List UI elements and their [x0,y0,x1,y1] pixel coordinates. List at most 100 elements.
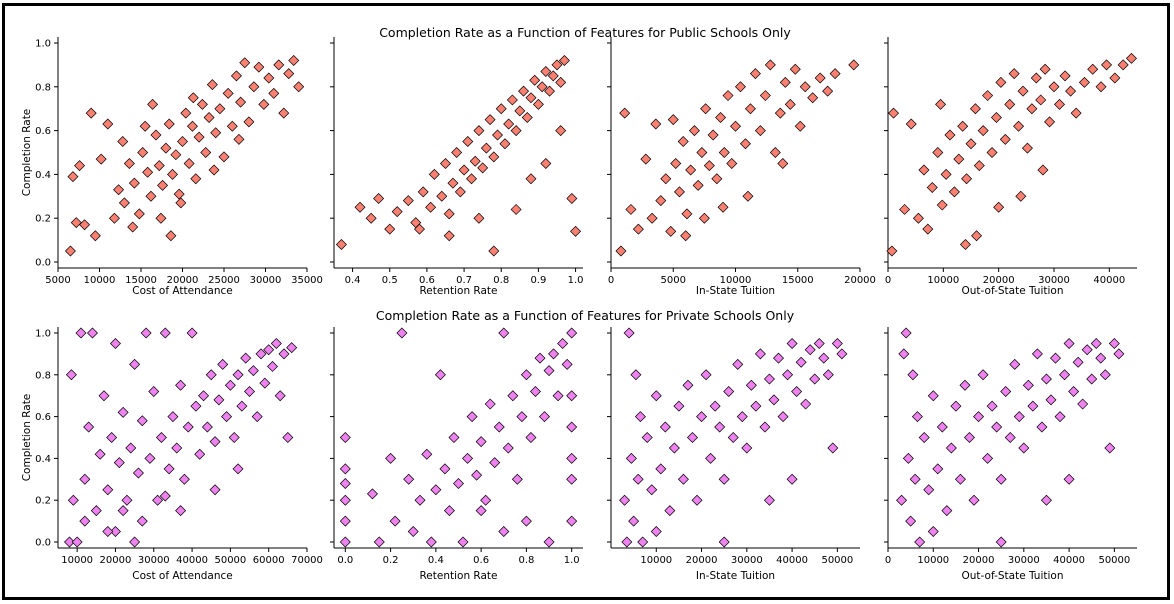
public-panel-4-point [1039,63,1051,75]
private-panel-3-point [625,452,637,464]
public-panel-1-xtick-label: 30000 [250,275,282,286]
private-panel-1-point [159,490,171,502]
public-panel-1-point [293,81,305,93]
public-panel-4-point [1087,63,1099,75]
private-panel-3-point [634,411,646,423]
public-panel-1-point [167,168,179,180]
private-panel-3-point [786,337,798,349]
public-panel-2-point [425,201,437,213]
private-panel-3-point [800,398,812,410]
private-panel-4-point [982,452,994,464]
private-panel-1-point [144,452,156,464]
public-panel-3-point [807,92,819,104]
public-panel-2-point [428,168,440,180]
public-panel-3-xtick-label: 20000 [844,275,876,286]
private-panel-2-point [502,442,514,454]
private-panel-2-point [480,494,492,506]
public-panel-1-point [160,142,172,154]
public-panel-2-point [510,125,522,137]
private-panel-1-point [221,411,233,423]
private-panel-4-point [1086,373,1098,385]
public-panel-1-point [153,160,165,172]
private-panel-3-point [809,373,821,385]
private-panel-3-point [827,442,839,454]
public-panel-4-point [1048,81,1060,93]
private-panel-2-point [339,536,351,548]
private-panel-3-point [668,442,680,454]
public-panel-1-point [128,177,140,189]
public-panel-2-point [447,177,459,189]
public-panel-2-point [436,190,448,202]
public-panel-1-point [118,197,130,209]
private-panel-1-point [79,515,91,527]
private-panel-1-point [71,536,83,548]
private-panel-3-xlabel: In-State Tuition [696,570,775,582]
public-panel-4-xtick-label: 10000 [927,275,959,286]
private-panel-4-point [1108,337,1120,349]
private-panel-1-point [83,421,95,433]
private-panel-3-point [732,358,744,370]
private-panel-1-point [274,390,286,402]
public-panel-3-point [703,160,715,172]
public-panel-4-point [982,90,994,102]
private-panel-3-point [641,432,653,443]
private-panel-4-point [1063,473,1075,485]
private-panel-4-point [1063,337,1075,349]
private-panel-2-point [557,337,569,349]
private-panel-1-point [90,505,102,517]
public-panel-4-point [1004,98,1016,110]
private-panel-3-point [773,352,785,364]
private-panel-1-point [79,473,91,485]
private-panel-1-point [186,327,198,339]
private-panel-2-point [520,515,532,527]
public-panel-1-point [243,116,255,128]
public-panel-1-point [203,111,215,123]
public-panel-1-point [214,103,226,115]
public-panel-4-point [1095,81,1107,93]
public-panel-1-point [230,70,242,82]
public-panel-3-point [615,245,627,257]
private-panel-3-point [691,494,703,506]
public-panel-3-point [742,190,754,202]
public-panel-1-point [133,208,145,220]
private-panel-1-point [102,484,114,496]
private-panel-4-point [923,484,935,496]
public-chart-title: Completion Rate as a Function of Feature… [379,25,791,40]
private-panel-3-point [718,473,730,485]
public-panel-4-point [1070,107,1082,119]
private-panel-4-point [1009,358,1021,370]
public-panel-4-point [912,212,924,224]
public-panel-2-point [413,223,425,235]
private-panel-4-point [902,452,914,464]
private-panel-1-point [232,369,244,381]
private-panel-1-point [171,442,183,454]
private-ytick-label: 0.4 [35,454,51,465]
public-panel-2-point [558,55,570,67]
private-panel-1-point [198,390,210,402]
private-panel-3-point [745,379,757,391]
public-panel-1-point [163,118,175,130]
public-panel-4-point [1008,68,1020,80]
public-panel-4-xlabel: Out-of-State Tuition [962,285,1064,297]
private-panel-3-point [718,536,730,548]
private-panel-3-point [650,526,662,538]
public-panel-4-xtick-label: 20000 [983,275,1015,286]
public-panel-2-point [555,76,567,88]
public-ytick-label: 0.6 [35,126,51,137]
public-panel-4-xtick-label: 30000 [1038,275,1070,286]
public-panel-3-point [754,125,766,137]
public-panel-2-xtick-label: 0.5 [382,275,398,286]
public-panel-1-point [235,96,247,108]
private-panel-2-point [421,448,433,460]
public-panel-2-point [484,114,496,126]
public-panel-2-point [373,192,385,204]
public-panel-4-point [944,129,956,141]
public-panel-1-point [139,120,151,132]
private-panel-1-point [175,379,187,391]
private-panel-3-point [655,463,667,475]
private-panel-2-point [439,463,451,475]
private-panel-2-point [339,463,351,475]
private-panel-4-point [1040,494,1052,506]
private-panel-4-point [1027,400,1039,412]
public-panel-1-point [218,151,230,163]
